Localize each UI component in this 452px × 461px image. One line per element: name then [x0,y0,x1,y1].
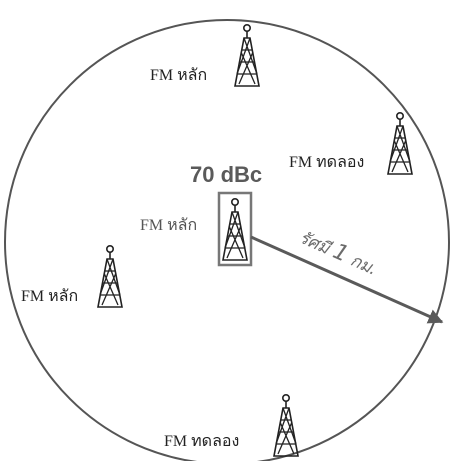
tower-icon-center [222,197,248,261]
tower-icon-right [387,111,413,175]
coverage-circle [4,19,450,461]
tower-icon-bottom [273,393,299,457]
tower-label-bottom: FM ทดลอง [164,433,240,450]
tower-label-left: FM หลัก [21,288,79,305]
tower-icon-left [97,244,123,308]
center-tower-box [217,191,253,267]
center-tower-label: FM หลัก [140,217,198,234]
tower-icon-top [234,23,260,87]
tower-label-right: FM ทดลอง [289,154,365,171]
power-label: 70 dBc [190,162,263,187]
tower-label-top: FM หลัก [150,67,208,84]
radius-arrow [250,235,444,324]
